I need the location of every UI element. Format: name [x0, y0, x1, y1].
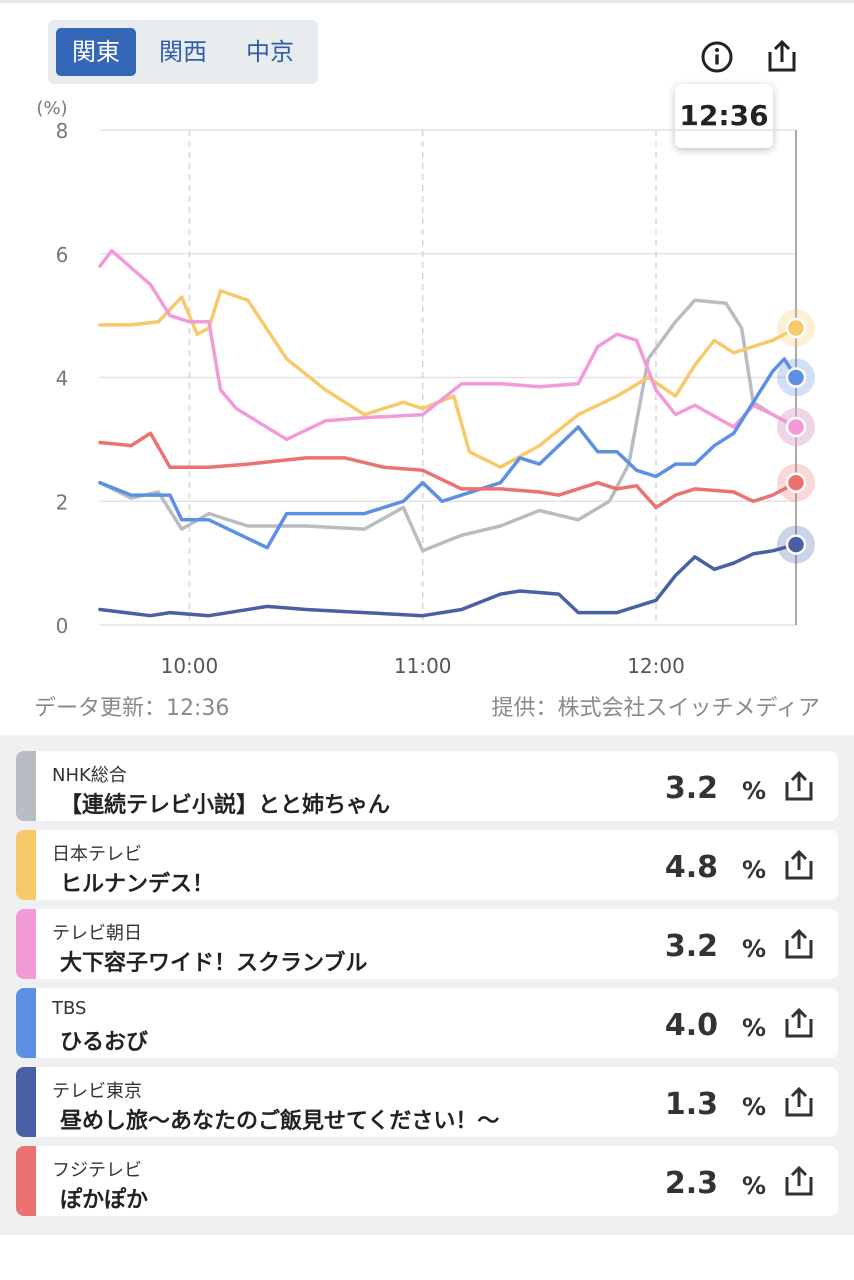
- program-title: 大下容子ワイド！スクランブル: [60, 951, 368, 976]
- x-tick-label: 12:00: [627, 654, 685, 678]
- series-end-point: [785, 317, 807, 339]
- rating-unit: %: [741, 1014, 766, 1042]
- series-end-point: [785, 534, 807, 555]
- station-color-bar: [16, 1067, 36, 1137]
- series-line: [98, 298, 798, 553]
- program-card[interactable]: TBS ひるおび 4.0%: [16, 988, 838, 1058]
- program-list: NHK総合【連続テレビ小説】とと姉ちゃん 3.2% 日本テレビヒルナンデス！ 4.8%…: [0, 735, 854, 1235]
- share-icon[interactable]: [782, 769, 816, 803]
- rating-value: 4.0: [664, 1008, 718, 1043]
- y-axis-unit-label: (%): [36, 98, 67, 119]
- series-line: [98, 542, 798, 618]
- rating-value: 1.3: [664, 1087, 718, 1122]
- share-icon[interactable]: [764, 38, 800, 74]
- rating-value: 3.2: [664, 771, 718, 806]
- data-provider-text: 提供：株式会社スイッチメディア: [491, 696, 820, 721]
- station-name: テレビ東京: [52, 1081, 142, 1102]
- program-card[interactable]: 日本テレビヒルナンデス！ 4.8%: [16, 830, 838, 900]
- x-tick-label: 11:00: [394, 654, 452, 678]
- program-title: 【連続テレビ小説】とと姉ちゃん: [60, 793, 391, 818]
- share-icon[interactable]: [782, 927, 816, 961]
- rating-value: 4.8: [664, 850, 718, 885]
- program-title: ヒルナンデス！: [60, 872, 215, 897]
- station-name: テレビ朝日: [52, 923, 142, 944]
- y-tick-label: 8: [56, 119, 69, 143]
- series-end-point: [785, 416, 807, 438]
- info-circle-icon[interactable]: [700, 40, 734, 74]
- program-title: ぽかぽか: [60, 1188, 149, 1213]
- program-title: 昼めし旅〜あなたのご飯見せてください！〜: [60, 1109, 500, 1134]
- rating-value: 2.3: [664, 1166, 718, 1201]
- rating-value: 3.2: [664, 929, 718, 964]
- rating-unit: %: [741, 777, 766, 805]
- data-updated-text: データ更新：12:36: [34, 696, 230, 721]
- station-name: NHK総合: [52, 765, 127, 786]
- y-tick-label: 6: [56, 243, 69, 267]
- station-color-bar: [16, 1146, 36, 1216]
- tab-chukyo[interactable]: 中京: [246, 38, 294, 66]
- series-line: [98, 248, 798, 442]
- tab-kanto[interactable]: 関東: [56, 28, 136, 76]
- program-card[interactable]: テレビ朝日大下容子ワイド！スクランブル 3.2%: [16, 909, 838, 979]
- x-tick-label: 10:00: [161, 654, 219, 678]
- share-icon[interactable]: [782, 1085, 816, 1119]
- y-tick-label: 0: [56, 614, 69, 638]
- share-icon[interactable]: [782, 848, 816, 882]
- y-tick-label: 2: [56, 490, 69, 514]
- share-icon[interactable]: [782, 1006, 816, 1040]
- series-line: [98, 289, 798, 469]
- station-color-bar: [16, 751, 36, 821]
- station-color-bar: [16, 830, 36, 900]
- top-divider: [0, 0, 854, 3]
- station-name: TBS: [52, 998, 87, 1019]
- station-color-bar: [16, 909, 36, 979]
- rating-unit: %: [741, 1172, 766, 1200]
- y-tick-label: 4: [56, 367, 69, 391]
- station-name: フジテレビ: [52, 1160, 142, 1181]
- program-card[interactable]: NHK総合【連続テレビ小説】とと姉ちゃん 3.2%: [16, 751, 838, 821]
- rating-unit: %: [741, 856, 766, 884]
- rating-unit: %: [741, 935, 766, 963]
- station-color-bar: [16, 988, 36, 1058]
- program-title: ひるおび: [60, 1030, 149, 1055]
- series-end-point: [785, 367, 807, 388]
- cursor-time-tooltip: 12:36: [675, 84, 773, 148]
- program-card[interactable]: フジテレビぽかぽか 2.3%: [16, 1146, 838, 1216]
- region-tab-group: 関東 関西 中京: [48, 20, 318, 84]
- program-card[interactable]: テレビ東京昼めし旅〜あなたのご飯見せてください！〜 1.3%: [16, 1067, 838, 1137]
- series-end-point: [785, 472, 807, 493]
- rating-unit: %: [741, 1093, 766, 1121]
- series-line: [98, 357, 798, 550]
- series-line: [98, 431, 798, 510]
- ratings-line-chart[interactable]: 0 2 4 6 8(%) 10:00 11:00 12:00: [0, 90, 854, 690]
- tab-kansai[interactable]: 関西: [159, 38, 207, 66]
- station-name: 日本テレビ: [52, 844, 142, 865]
- share-icon[interactable]: [782, 1164, 816, 1198]
